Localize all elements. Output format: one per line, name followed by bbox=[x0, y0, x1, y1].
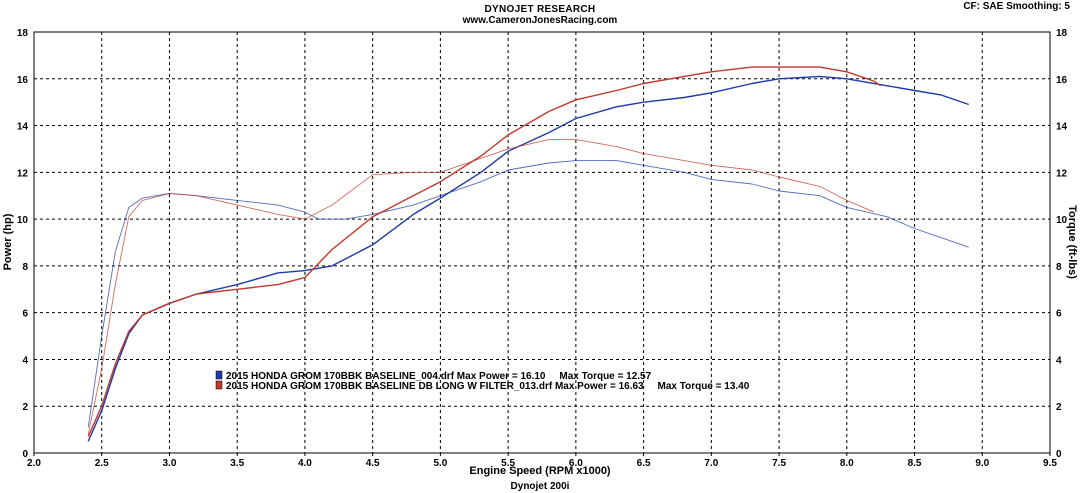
y-tick-label-right: 0 bbox=[1056, 449, 1062, 460]
y-tick-label-left: 14 bbox=[17, 122, 29, 133]
y-axis-label-left: Power (hp) bbox=[2, 213, 14, 271]
x-tick-labels: 2.0 2.5 3.0 3.5 4.0 4.5 5.0 5.5 6.0 6.5 7.0 7.5 8.0 8… bbox=[27, 453, 1057, 469]
chart-footer: Dynojet 200i bbox=[510, 481, 570, 492]
x-tick-label: 9.5 bbox=[1043, 458, 1057, 469]
x-tick-label: 6.0 bbox=[569, 458, 583, 469]
y-tick-label-left: 8 bbox=[22, 262, 28, 273]
legend-swatch-run2 bbox=[215, 380, 223, 390]
x-tick-label: 4.5 bbox=[366, 458, 380, 469]
x-tick-label: 6.5 bbox=[637, 458, 651, 469]
legend-label-run1: 2015 HONDA GROM 170BBK BASELINE_004.drf … bbox=[226, 371, 652, 382]
y-tick-label-right: 18 bbox=[1056, 28, 1068, 39]
chart-subtitle: www.CameronJonesRacing.com bbox=[462, 15, 618, 26]
x-tick-label: 5.0 bbox=[433, 458, 447, 469]
y-tick-label-right: 2 bbox=[1056, 402, 1062, 413]
y-tick-label-left: 18 bbox=[17, 28, 29, 39]
y-tick-label-right: 16 bbox=[1056, 75, 1068, 86]
x-tick-label: 7.0 bbox=[704, 458, 718, 469]
correction-factor-label: CF: SAE Smoothing: 5 bbox=[963, 1, 1070, 12]
y-axis-label-right: Torque (ft-lbs) bbox=[1066, 205, 1078, 279]
x-tick-label: 2.0 bbox=[27, 458, 41, 469]
x-tick-label: 5.5 bbox=[501, 458, 515, 469]
y-tick-label-left: 12 bbox=[17, 168, 29, 179]
series-line-run2-torque bbox=[87, 139, 875, 435]
legend-swatch-run1 bbox=[215, 370, 223, 380]
y-tick-label-right: 6 bbox=[1056, 309, 1062, 320]
x-tick-label: 3.0 bbox=[163, 458, 177, 469]
y-tick-label-left: 6 bbox=[22, 309, 28, 320]
y-tick-label-left: 0 bbox=[22, 449, 28, 460]
y-tick-label-left: 16 bbox=[17, 75, 29, 86]
x-tick-label: 9.0 bbox=[975, 458, 989, 469]
x-tick-label: 3.5 bbox=[230, 458, 244, 469]
y-tick-label-right: 8 bbox=[1056, 262, 1062, 273]
y-tick-label-left: 4 bbox=[22, 355, 28, 366]
chart-title: DYNOJET RESEARCH bbox=[484, 4, 596, 15]
grid bbox=[34, 32, 1050, 453]
legend-label-run2: 2015 HONDA GROM 170BBK BASELINE DB LONG … bbox=[226, 381, 750, 392]
plot-area bbox=[33, 31, 1051, 454]
x-axis-label: Engine Speed (RPM x1000) bbox=[469, 465, 611, 477]
x-tick-label: 8.0 bbox=[840, 458, 854, 469]
y-tick-label-left: 2 bbox=[22, 402, 28, 413]
x-tick-label: 7.5 bbox=[772, 458, 786, 469]
y-tick-labels-left: 0 2 4 6 8 10 12 14 16 18 bbox=[17, 28, 29, 460]
x-tick-label: 8.5 bbox=[908, 458, 922, 469]
legend: 2015 HONDA GROM 170BBK BASELINE_004.drf … bbox=[215, 370, 750, 392]
y-tick-label-left: 10 bbox=[17, 215, 29, 226]
y-tick-label-right: 10 bbox=[1056, 215, 1068, 226]
y-tick-label-right: 14 bbox=[1056, 122, 1068, 133]
x-tick-label: 4.0 bbox=[298, 458, 312, 469]
x-tick-label: 2.5 bbox=[95, 458, 109, 469]
y-tick-labels-right: 0 2 4 6 8 10 12 14 16 18 bbox=[1056, 28, 1068, 460]
y-tick-label-right: 12 bbox=[1056, 168, 1068, 179]
series-line-run2-power bbox=[87, 66, 882, 437]
series-lines bbox=[87, 66, 969, 442]
y-tick-label-right: 4 bbox=[1056, 355, 1062, 366]
